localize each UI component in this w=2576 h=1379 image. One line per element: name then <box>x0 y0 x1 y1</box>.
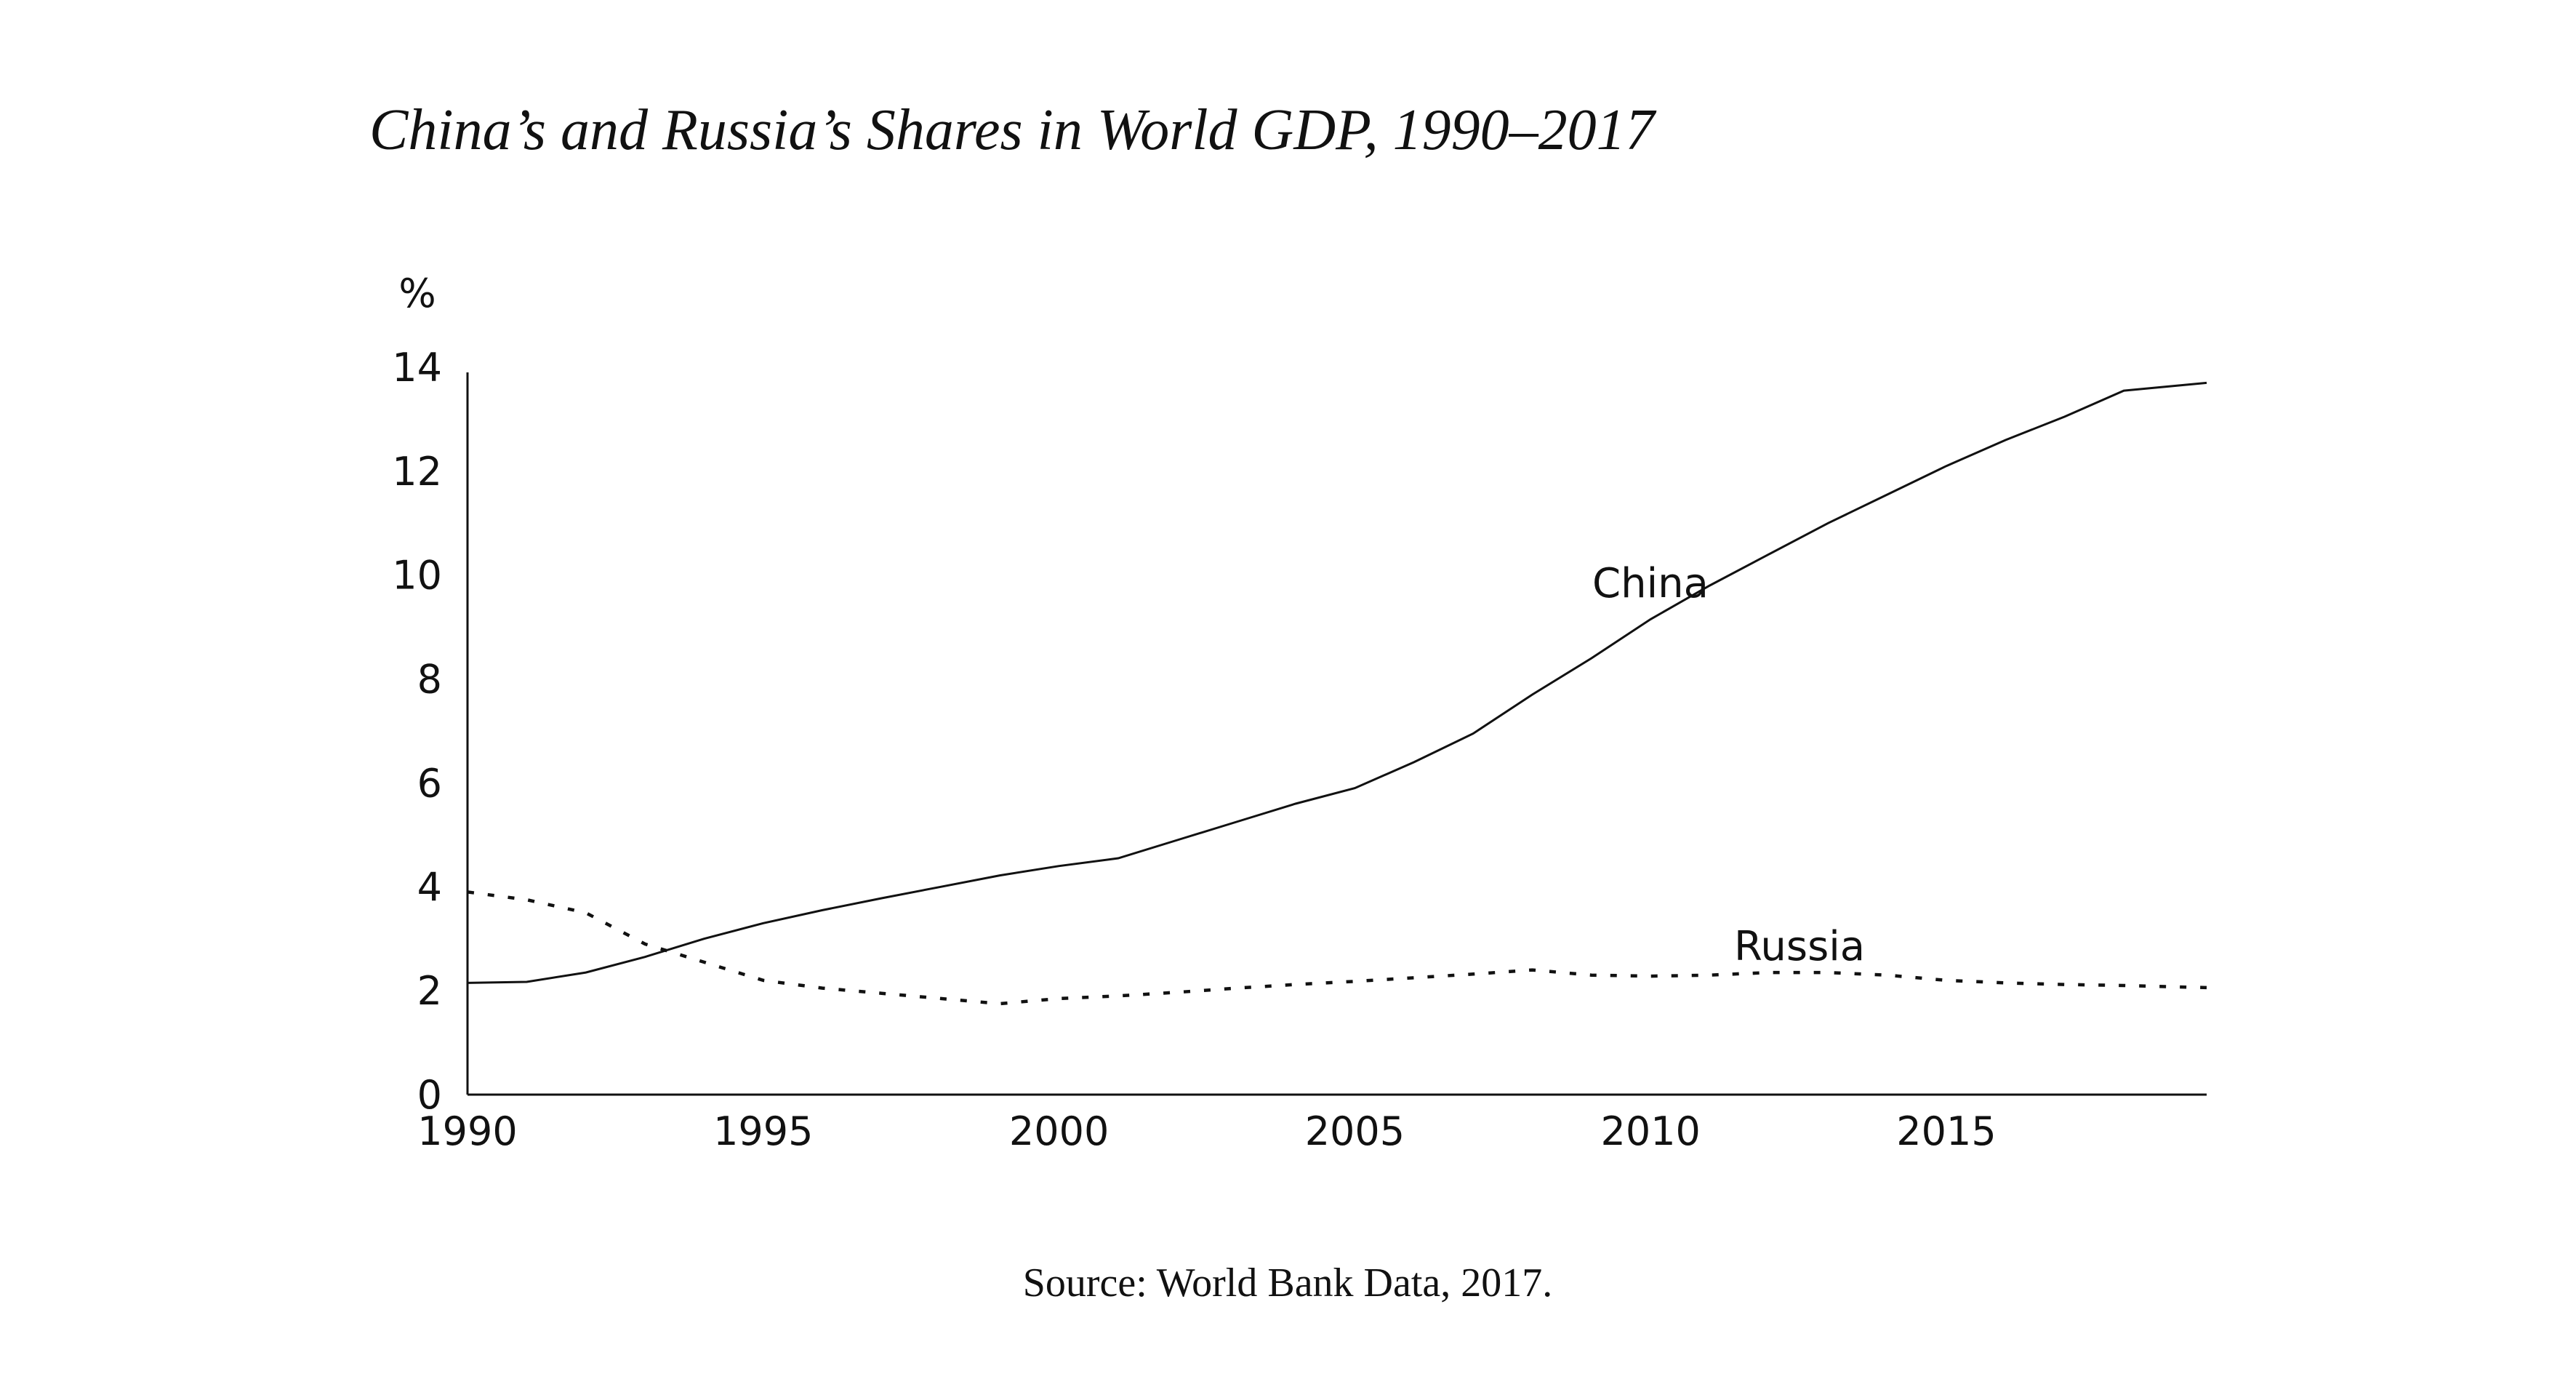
series-line-china <box>467 381 2207 984</box>
chart-title: China’s and Russia’s Shares in World GDP… <box>369 98 1657 162</box>
series-line-russia <box>467 890 2207 1006</box>
y-tick-label: 12 <box>392 449 442 495</box>
series-lines <box>467 381 2207 1006</box>
x-tick-label: 1995 <box>713 1108 813 1154</box>
y-tick-label: 10 <box>392 553 442 599</box>
x-tick-label: 2010 <box>1600 1108 1700 1154</box>
y-tick-label: 0 <box>417 1072 442 1118</box>
y-tick-label: 4 <box>417 864 442 910</box>
y-tick-label: 2 <box>417 968 442 1014</box>
x-tick-label: 2005 <box>1305 1108 1405 1154</box>
chart-source-note: Source: World Bank Data, 2017. <box>1023 1260 1553 1306</box>
y-tick-label: 6 <box>417 760 442 806</box>
x-tick-label: 1990 <box>417 1108 517 1154</box>
x-tick-label: 2000 <box>1009 1108 1109 1154</box>
y-axis-unit-label: % <box>398 271 436 316</box>
x-tick-label: 2015 <box>1896 1108 1996 1154</box>
series-label-china: China <box>1592 560 1709 607</box>
x-axis-ticks: 1990 1995 2000 2005 2010 2015 <box>417 1108 1996 1154</box>
series-label-russia: Russia <box>1734 923 1865 970</box>
plot-area: 0 2 4 6 8 10 12 14 1990 1995 2000 2005 2010 2015 Chi… <box>392 345 2207 1154</box>
y-tick-label: 8 <box>417 657 442 703</box>
y-tick-label: 14 <box>392 345 442 391</box>
y-axis-ticks: 0 2 4 6 8 10 12 14 <box>392 345 442 1118</box>
